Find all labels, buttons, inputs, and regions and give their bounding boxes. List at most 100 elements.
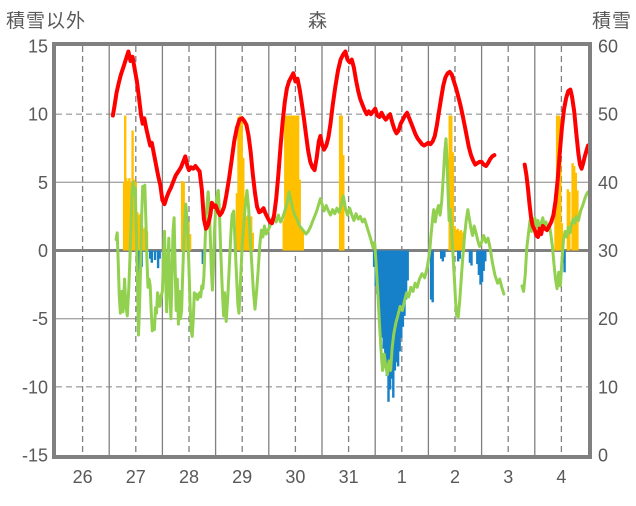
orange-bar [566, 189, 569, 251]
orange-bar [180, 181, 184, 251]
orange-bar [137, 215, 141, 251]
blue-bar [395, 250, 398, 363]
orange-bar [287, 115, 290, 251]
right-axis-tick: 60 [598, 37, 618, 57]
blue-bar [201, 250, 204, 265]
right-axis-tick: 40 [598, 173, 618, 193]
blue-bar [396, 250, 400, 367]
orange-bar [300, 228, 303, 251]
blue-bar [156, 250, 160, 269]
red-line [522, 87, 590, 239]
blue-bar [388, 250, 392, 390]
x-axis-tick: 2 [450, 467, 460, 487]
orange-bar [290, 115, 293, 251]
orange-bar [456, 228, 459, 251]
blue-bar [387, 250, 390, 402]
orange-bar [243, 215, 247, 251]
x-axis-tick: 29 [232, 467, 252, 487]
orange-bar [298, 179, 301, 251]
orange-bar [245, 216, 248, 251]
blue-bar [480, 250, 484, 282]
orange-bar [238, 115, 242, 251]
orange-bar [458, 231, 461, 251]
orange-bar [448, 115, 451, 251]
x-axis-tick: 1 [397, 467, 407, 487]
blue-bar [400, 250, 403, 338]
orange-bar [285, 115, 289, 251]
orange-bar [242, 157, 245, 251]
x-axis-tick: 31 [339, 467, 359, 487]
red-line [110, 49, 497, 231]
orange-bar [128, 178, 131, 251]
blue-bar [377, 250, 381, 314]
blue-bar [484, 250, 487, 262]
orange-bar [282, 220, 285, 251]
blue-bar [390, 250, 393, 379]
left-axis-tick: 15 [28, 37, 48, 57]
x-axis-tick: 26 [73, 467, 93, 487]
blue-bar [429, 250, 433, 300]
blue-bar [563, 250, 566, 273]
orange-bar [554, 193, 557, 251]
blue-bar [158, 250, 161, 259]
orange-bar [126, 181, 129, 251]
x-axis-tick: 27 [126, 467, 146, 487]
blue-bar [470, 250, 473, 266]
orange-bar [133, 179, 136, 251]
blue-bar [385, 250, 389, 376]
blue-bar [457, 250, 460, 262]
orange-bar [568, 191, 571, 251]
orange-bar [288, 115, 292, 251]
blue-bar [440, 250, 443, 259]
blue-bar [150, 250, 153, 263]
blue-bar [393, 250, 397, 371]
blue-bar [384, 250, 387, 363]
blue-bar [149, 250, 152, 259]
left-axis-tick: 5 [38, 173, 48, 193]
green-line [114, 137, 506, 377]
blue-bar [398, 250, 401, 352]
blue-bar [458, 250, 461, 259]
orange-bar [295, 115, 298, 251]
blue-bar [443, 250, 446, 258]
blue-bar [476, 250, 479, 265]
orange-bar [240, 119, 243, 251]
orange-bar [453, 226, 456, 251]
blue-bar [406, 250, 409, 281]
orange-bar [450, 115, 453, 251]
orange-bar [340, 115, 343, 251]
orange-bar [571, 163, 574, 251]
orange-bar [454, 230, 458, 251]
right-axis-tick: 20 [598, 309, 618, 329]
right-axis-title: 積雪 [591, 11, 632, 32]
orange-bar [461, 232, 464, 251]
orange-bar [188, 234, 192, 251]
left-axis-tick: -15 [22, 446, 48, 466]
blue-bar [380, 250, 384, 338]
orange-bar [293, 115, 297, 251]
orange-bar [296, 115, 300, 251]
orange-bar [235, 193, 239, 251]
x-axis-tick: 3 [503, 467, 513, 487]
blue-bar [468, 250, 472, 263]
x-axis-tick: 30 [285, 467, 305, 487]
blue-bar [404, 250, 408, 300]
chart-title: 森 [307, 11, 328, 32]
orange-bar [284, 115, 287, 251]
orange-bar [142, 228, 145, 251]
blue-bar [379, 250, 382, 325]
left-axis-title: 積雪以外 [6, 11, 87, 32]
orange-bar [125, 178, 128, 251]
x-axis-tick: 4 [556, 467, 566, 487]
blue-bar [477, 250, 481, 275]
orange-bar [451, 152, 455, 251]
orange-bar [251, 232, 254, 251]
right-axis-tick: 10 [598, 377, 618, 397]
orange-bar [559, 118, 562, 251]
left-axis-tick: 0 [38, 241, 48, 261]
blue-bar [403, 250, 406, 316]
orange-bar [338, 115, 342, 251]
